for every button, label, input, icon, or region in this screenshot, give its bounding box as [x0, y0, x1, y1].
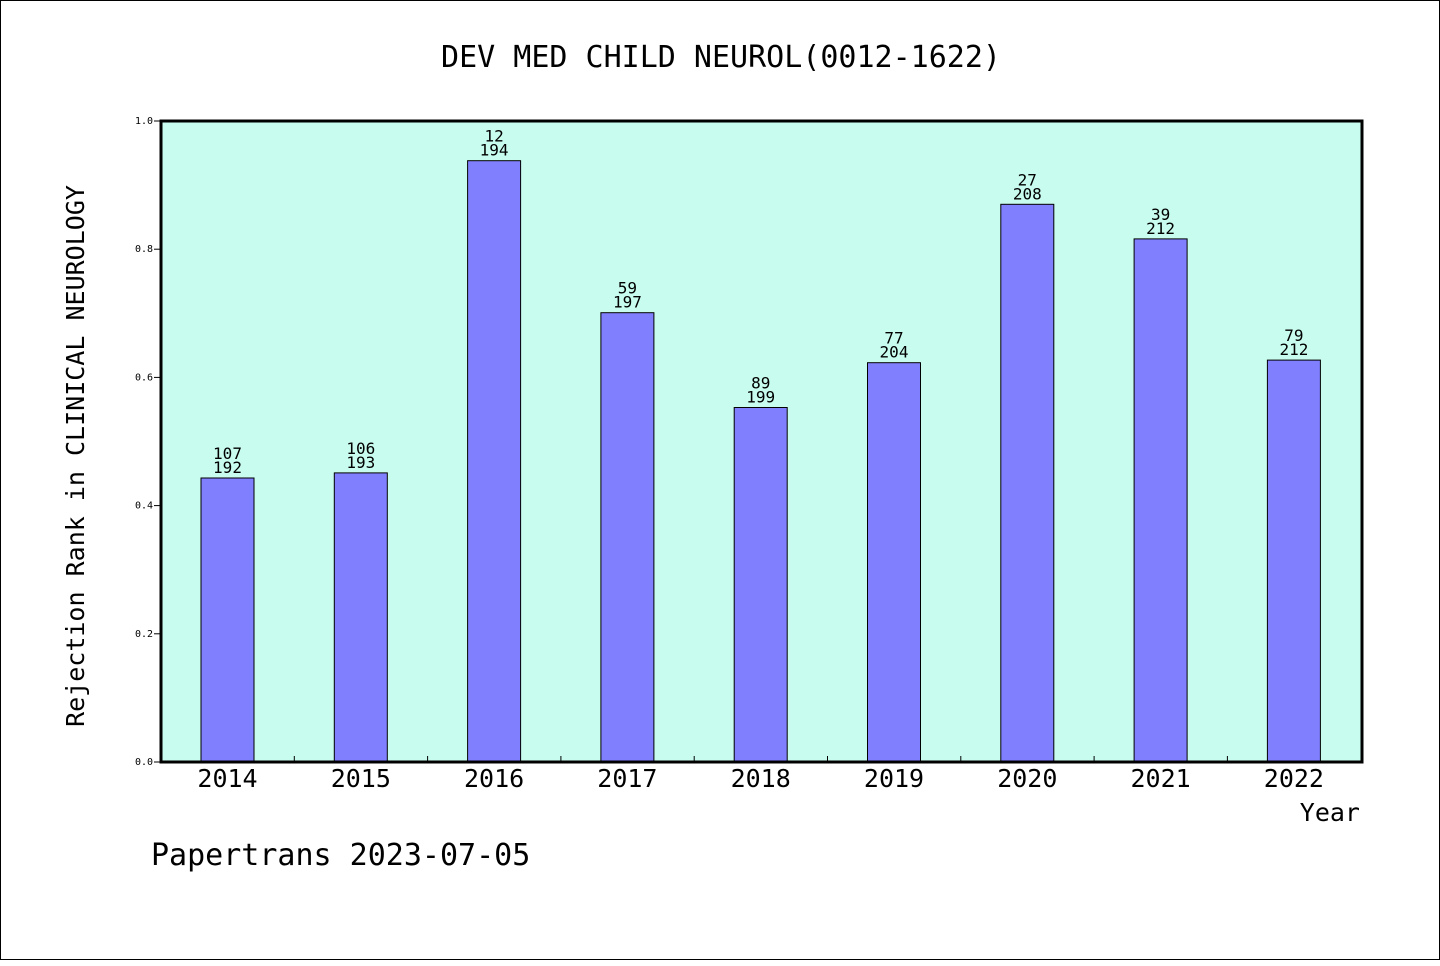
bar-total-label-2017: 197	[613, 293, 642, 312]
x-tick-label-2019: 2019	[864, 764, 924, 793]
bar-2015	[333, 472, 388, 763]
bar-total-label-2014: 192	[213, 458, 242, 477]
bar-2019	[867, 362, 921, 763]
y-tick-label-0.0: 0.0	[135, 757, 153, 768]
bar-rank-label-2022: 79	[1284, 326, 1303, 345]
y-axis: 0.0 0.2 0.4 0.6 0.8 1.0	[135, 116, 161, 768]
x-axis-label: Year	[1300, 798, 1360, 827]
bar-total-label-2018: 199	[746, 388, 775, 407]
y-tick-label-0.8: 0.8	[135, 244, 153, 255]
bar-2022	[1266, 359, 1321, 763]
plot-border	[159, 119, 1364, 764]
bar-2020	[1000, 203, 1055, 763]
bar-labels-group: 1071921061931219459197891997720427208392…	[213, 127, 1308, 477]
bar-2018	[733, 407, 788, 763]
y-axis-label: Rejection Rank in CLINICAL NEUROLOGY	[61, 185, 90, 727]
x-tick-label-2014: 2014	[197, 764, 257, 793]
bars-group	[200, 160, 1321, 763]
bar-rank-label-2014: 107	[213, 444, 242, 463]
y-tick-label-0.4: 0.4	[135, 501, 153, 512]
x-tick-label-2020: 2020	[997, 764, 1057, 793]
x-tick-label-2015: 2015	[331, 764, 391, 793]
bar-rank-label-2020: 27	[1018, 170, 1037, 189]
y-tick-label-0.2: 0.2	[135, 629, 153, 640]
x-tick-label-2018: 2018	[731, 764, 791, 793]
bar-rank-label-2016: 12	[484, 127, 503, 146]
bar-total-label-2021: 212	[1146, 219, 1175, 238]
y-tick-label-1.0: 1.0	[135, 116, 153, 127]
bar-total-label-2015: 193	[346, 453, 375, 472]
bar-total-label-2022: 212	[1279, 340, 1308, 359]
bar-rank-label-2015: 106	[346, 439, 375, 458]
x-tick-label-2016: 2016	[464, 764, 524, 793]
bar-2021	[1133, 238, 1188, 763]
bar-2016	[467, 160, 522, 763]
bar-2017	[600, 312, 655, 763]
bar-rank-label-2019: 77	[884, 329, 903, 348]
y-tick-label-0.6: 0.6	[135, 372, 153, 383]
bar-total-label-2020: 208	[1013, 184, 1042, 203]
bar-total-label-2019: 204	[880, 343, 909, 362]
x-axis: 2014 2015 2016 2017 2018 2019 2020 2021 2022	[197, 756, 1324, 793]
x-tick-label-2021: 2021	[1130, 764, 1190, 793]
bar-rank-label-2017: 59	[618, 279, 637, 298]
bar-rank-label-2018: 89	[751, 374, 770, 393]
x-tick-label-2017: 2017	[597, 764, 657, 793]
footer-text: Papertrans 2023-07-05	[151, 838, 530, 873]
bar-total-label-2016: 194	[480, 141, 509, 160]
chart-title: DEV MED CHILD NEUROL(0012-1622)	[441, 40, 1001, 75]
x-tick-label-2022: 2022	[1264, 764, 1324, 793]
bar-2014	[200, 477, 255, 763]
bar-rank-label-2021: 39	[1151, 205, 1170, 224]
